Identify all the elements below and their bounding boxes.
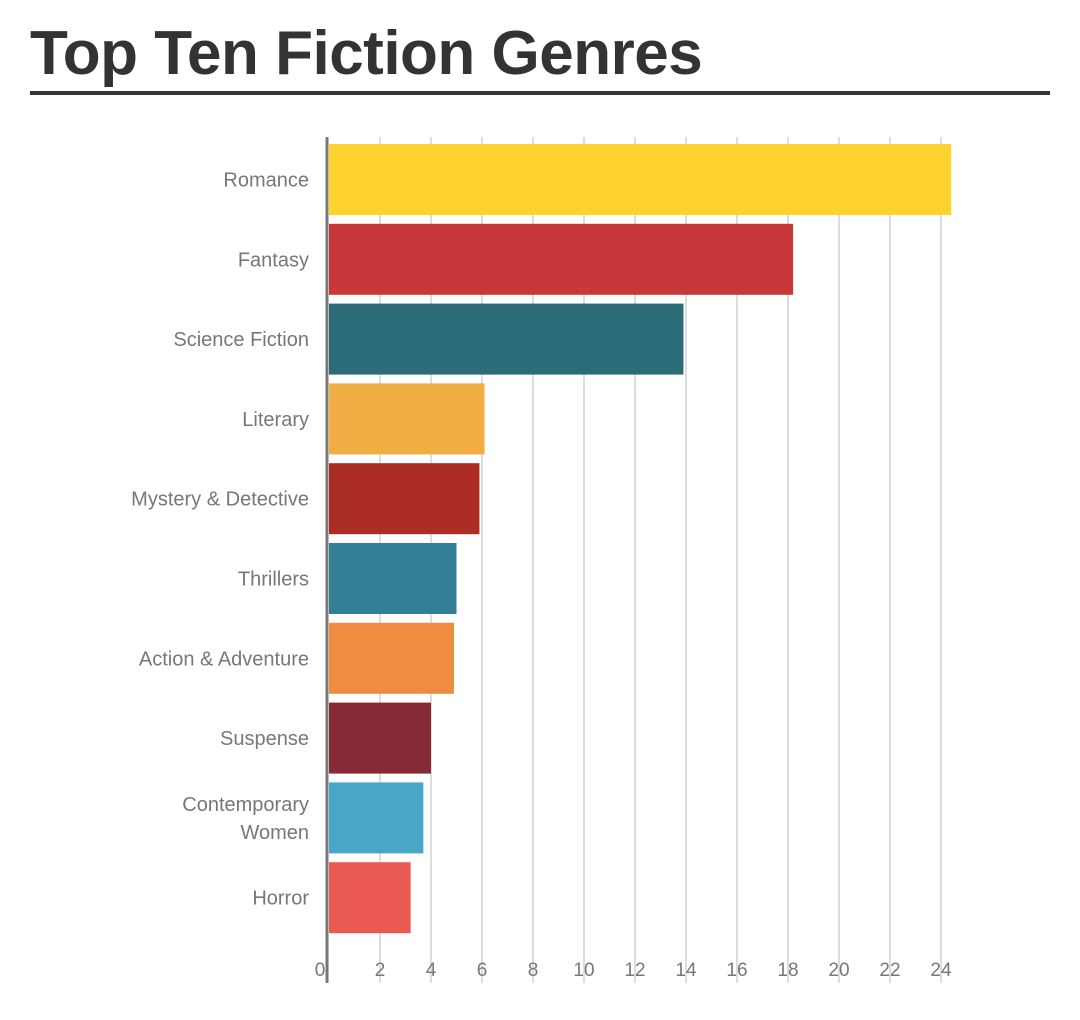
x-tick-label: 6 [477,960,488,981]
bars [329,144,952,934]
bar [329,303,684,375]
x-tick-label: 16 [726,960,747,981]
chart-title: Top Ten Fiction Genres [30,19,703,88]
bar [329,782,424,854]
category-label: Suspense [220,728,309,750]
category-label: Literary [242,409,309,431]
x-tick-label: 8 [528,960,539,981]
x-tick-label: 2 [375,960,386,981]
category-label: Thrillers [238,569,309,591]
x-tick-labels: 0 2 4 6 8 10 12 14 16 18 20 22 24 [315,960,952,981]
category-label: Action & Adventure [139,648,309,670]
category-label: Contemporary [182,794,309,816]
bar [329,383,485,455]
title-underline [30,91,1050,95]
category-label: Fantasy [238,249,309,271]
category-labels: Romance Fantasy Science Fiction Literary Mys… [131,170,309,910]
category-label: Science Fiction [173,329,309,351]
category-label: Horror [252,888,309,910]
x-tick-label: 14 [675,960,697,981]
x-tick-label: 4 [426,960,437,981]
x-tick-label: 18 [777,960,798,981]
x-tick-label: 12 [624,960,645,981]
bar [329,144,952,215]
x-tick-label: 0 [315,960,326,981]
bar [329,862,411,934]
category-label: Women [240,822,309,844]
category-label: Romance [223,170,309,192]
bar [329,702,431,774]
bar [329,463,480,535]
bar [329,622,454,694]
bar [329,543,457,614]
x-tick-label: 22 [879,960,900,981]
x-tick-label: 20 [828,960,849,981]
bar [329,223,794,295]
x-tick-label: 24 [930,960,952,981]
category-label: Mystery & Detective [131,489,309,511]
x-tick-label: 10 [573,960,594,981]
